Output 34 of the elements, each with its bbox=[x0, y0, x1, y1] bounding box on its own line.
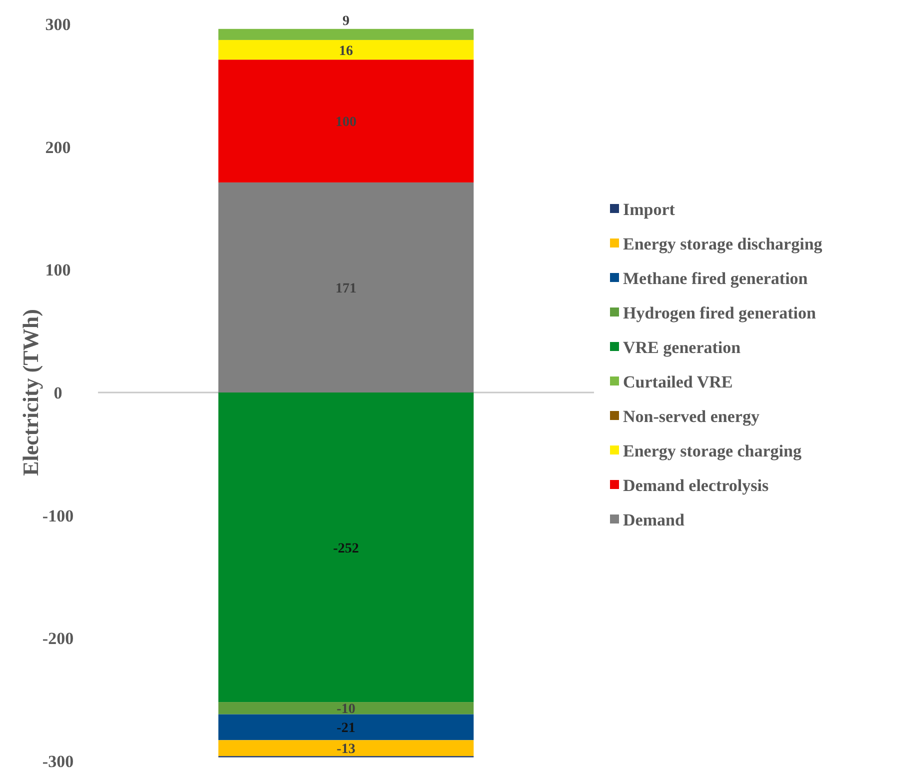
legend-label: Energy storage charging bbox=[623, 442, 802, 460]
data-label: 9 bbox=[342, 14, 350, 29]
y-axis-title: Electricity (TWh) bbox=[18, 309, 43, 476]
legend-label: VRE generation bbox=[623, 338, 742, 357]
y-tick-label: 100 bbox=[45, 260, 71, 280]
legend-label: Methane fired generation bbox=[623, 269, 808, 288]
data-label: -252 bbox=[333, 541, 359, 556]
data-label: -21 bbox=[336, 721, 356, 736]
legend-label: Demand bbox=[623, 510, 685, 530]
data-label: 171 bbox=[336, 281, 356, 296]
legend-label: Import bbox=[623, 200, 676, 219]
bar bbox=[218, 392, 474, 702]
legend-label: Hydrogen fired generation bbox=[623, 304, 817, 322]
data-label: 16 bbox=[339, 44, 353, 59]
y-tick-label: -100 bbox=[42, 506, 74, 526]
y-tick-label: 0 bbox=[54, 384, 62, 402]
bar bbox=[218, 28, 474, 40]
data-label: -10 bbox=[336, 702, 356, 718]
bar bbox=[218, 60, 474, 182]
y-tick-label: 300 bbox=[45, 15, 71, 34]
bar bbox=[218, 702, 474, 714]
legend-label: Energy storage discharging bbox=[623, 234, 823, 254]
bar bbox=[218, 714, 474, 740]
legend-label: Demand electrolysis bbox=[623, 476, 769, 495]
y-tick-label: -200 bbox=[42, 629, 74, 648]
bar bbox=[218, 40, 474, 60]
bar bbox=[218, 182, 474, 392]
y-tick-label: -300 bbox=[42, 752, 74, 771]
bar bbox=[218, 740, 474, 756]
y-tick-label: 200 bbox=[45, 138, 71, 157]
legend-label: Curtailed VRE bbox=[623, 372, 733, 392]
data-label: 100 bbox=[336, 115, 356, 130]
legend-label: Non-served energy bbox=[623, 407, 760, 426]
data-label: -13 bbox=[336, 742, 356, 758]
